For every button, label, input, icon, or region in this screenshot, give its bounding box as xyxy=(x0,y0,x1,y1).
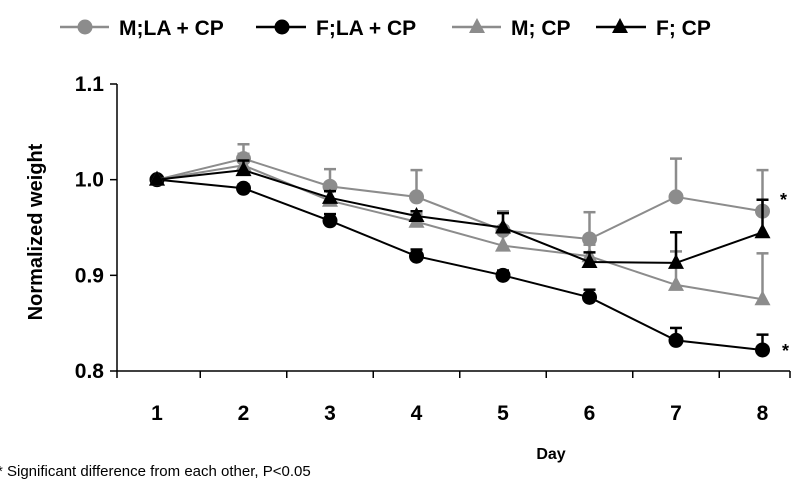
x-tick-label: 2 xyxy=(238,402,250,425)
legend-label: M;LA + CP xyxy=(119,17,224,40)
data-point xyxy=(149,170,165,186)
series-4 xyxy=(149,159,771,269)
legend-marker xyxy=(77,19,93,35)
series-2 xyxy=(149,172,770,358)
data-point xyxy=(409,189,424,205)
x-tick-label: 6 xyxy=(584,402,596,425)
footnote: * Significant difference from each other… xyxy=(0,463,311,480)
x-tick-label: 4 xyxy=(411,402,423,425)
data-point xyxy=(322,188,338,204)
x-tick-label: 3 xyxy=(324,402,336,425)
data-point xyxy=(668,275,684,291)
y-axis: 0.8 0.9 1.0 1.1 xyxy=(75,73,118,383)
significance-star-upper: * xyxy=(780,190,787,210)
x-axis-title: Day xyxy=(536,446,565,463)
data-point xyxy=(668,332,684,348)
data-point xyxy=(755,342,770,358)
legend-label: M; CP xyxy=(511,17,571,40)
x-tick-label: 7 xyxy=(670,402,682,425)
data-point xyxy=(409,248,424,264)
significance-star-lower: * xyxy=(782,341,789,361)
y-tick-label: 1.0 xyxy=(75,169,104,192)
data-point xyxy=(754,223,771,239)
legend-marker xyxy=(274,19,290,35)
legend-label: F;LA + CP xyxy=(316,17,416,40)
legend-item-1: M;LA + CP xyxy=(60,17,224,40)
data-point xyxy=(495,267,511,283)
series-3 xyxy=(149,152,771,306)
y-tick-label: 1.1 xyxy=(75,73,105,96)
x-tick-label: 8 xyxy=(757,402,769,425)
x-axis: 1 2 3 4 5 6 7 8 xyxy=(116,370,791,425)
data-point xyxy=(495,236,511,252)
legend-marker xyxy=(612,18,628,33)
legend-marker xyxy=(469,18,485,33)
legend-label: F; CP xyxy=(656,17,711,40)
data-point xyxy=(236,180,251,196)
x-tick-label: 1 xyxy=(151,402,163,425)
series-line xyxy=(156,178,763,351)
legend-item-3: M; CP xyxy=(452,17,571,40)
x-tick-label: 5 xyxy=(497,402,509,425)
series-layer xyxy=(149,143,771,358)
legend-item-2: F;LA + CP xyxy=(256,17,416,40)
legend-item-4: F; CP xyxy=(596,17,711,40)
series-line xyxy=(156,157,763,241)
y-tick-label: 0.8 xyxy=(75,360,105,383)
data-point xyxy=(408,207,425,223)
data-point xyxy=(582,289,597,305)
data-point xyxy=(235,161,252,177)
y-axis-title: Normalized weight xyxy=(25,143,47,320)
data-point xyxy=(581,252,598,268)
data-point xyxy=(668,189,684,205)
data-point xyxy=(495,218,511,234)
series-line xyxy=(156,164,763,301)
data-point xyxy=(582,231,597,247)
data-point xyxy=(322,213,338,229)
series-line xyxy=(156,169,763,264)
data-point xyxy=(668,253,684,269)
data-point xyxy=(754,290,771,306)
y-tick-label: 0.9 xyxy=(75,264,104,287)
legend: M;LA + CP F;LA + CP M; CP F; CP xyxy=(60,17,711,40)
